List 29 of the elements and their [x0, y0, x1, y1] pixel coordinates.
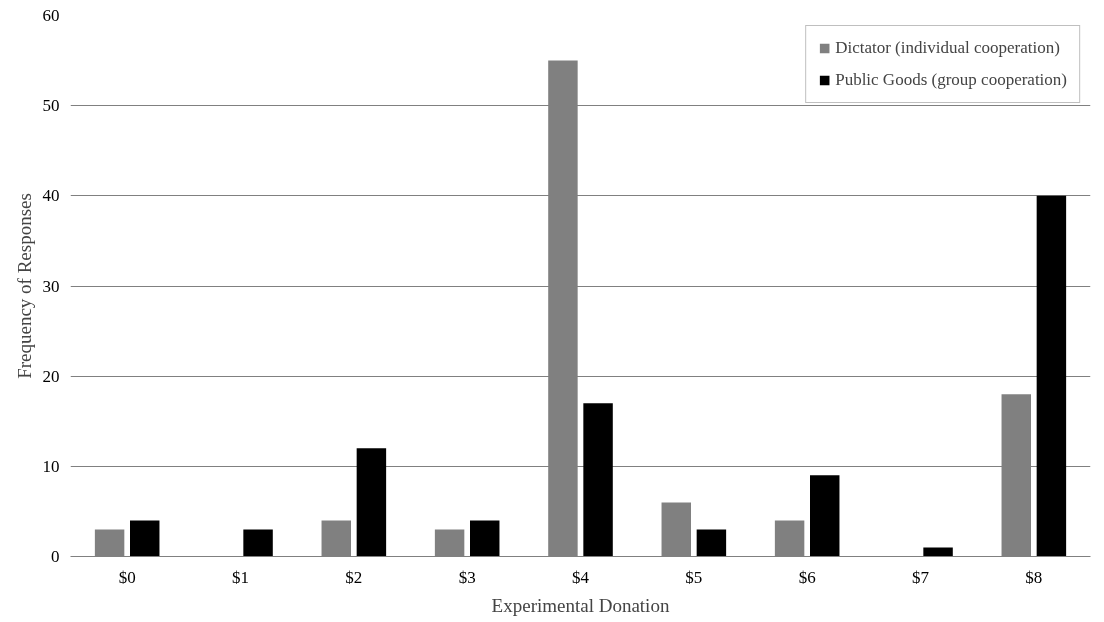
y-tick-label: 40: [42, 186, 60, 206]
bar: [470, 520, 500, 557]
bar: [1036, 195, 1067, 557]
legend-label: Dictator (individual cooperation): [835, 38, 1060, 58]
y-tick-label: 20: [42, 366, 60, 386]
bar: [356, 448, 387, 557]
y-tick-label: 60: [42, 6, 60, 25]
x-tick-label: $1: [232, 567, 249, 587]
x-tick-label: $0: [118, 567, 136, 587]
x-tick-label: $8: [1025, 567, 1043, 587]
y-tick-label: 10: [42, 456, 60, 476]
y-axis-title: Frequency of Responses: [13, 193, 35, 379]
x-tick-label: $5: [685, 567, 703, 587]
bar: [583, 403, 613, 557]
y-tick-label: 30: [42, 276, 60, 296]
x-tick-label: $2: [345, 567, 363, 587]
legend-label: Public Goods (group cooperation): [835, 70, 1067, 90]
y-tick-label: 0: [51, 547, 60, 566]
bar: [130, 520, 160, 557]
bar: [696, 529, 727, 557]
bar: [810, 475, 840, 557]
bar: [923, 547, 953, 557]
x-tick-label: $4: [572, 567, 590, 587]
y-tick-label: 50: [42, 96, 60, 116]
x-tick-label: $7: [912, 567, 930, 587]
x-tick-label: $3: [458, 567, 476, 587]
bar: [243, 529, 273, 557]
x-axis-title: Experimental Donation: [491, 594, 670, 616]
x-tick-label: $6: [798, 567, 816, 587]
